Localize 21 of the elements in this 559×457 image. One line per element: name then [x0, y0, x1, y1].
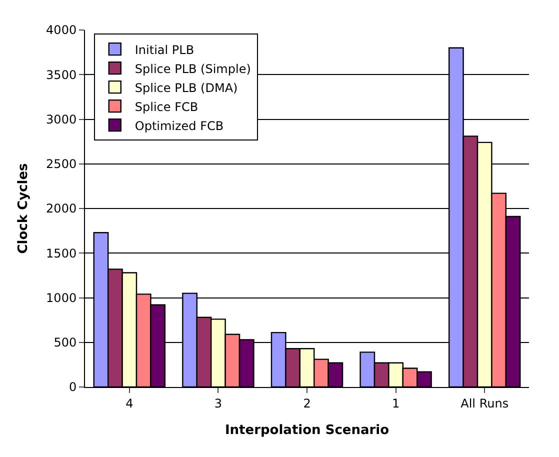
y-tick-label: 1500	[46, 246, 77, 260]
x-tick-label: 2	[303, 396, 311, 410]
y-axis-title: Clock Cycles	[16, 162, 32, 254]
y-tick-label: 4000	[46, 23, 77, 38]
y-tick-label: 0	[68, 380, 77, 394]
x-tick-label: 1	[392, 396, 400, 410]
y-tick-label: 3000	[46, 112, 77, 126]
legend-label: Optimized FCB	[134, 118, 224, 133]
x-tick-label: 4	[126, 396, 134, 410]
x-tick-label: All Runs	[460, 396, 509, 410]
x-axis-title: Interpolation Scenario	[224, 423, 390, 438]
legend-label: Splice PLB (DMA)	[134, 80, 238, 95]
y-tick-label: 2000	[46, 202, 77, 216]
y-tick-label: 500	[54, 336, 77, 350]
legend-label: Initial PLB	[134, 42, 194, 57]
y-tick-label: 3500	[46, 68, 77, 82]
y-tick-label: 1000	[46, 290, 77, 305]
legend-label: Splice PLB (Simple)	[134, 62, 251, 76]
legend-label: Splice FCB	[134, 100, 198, 114]
x-tick-label: 3	[214, 396, 222, 410]
y-tick-label: 2500	[46, 157, 77, 172]
